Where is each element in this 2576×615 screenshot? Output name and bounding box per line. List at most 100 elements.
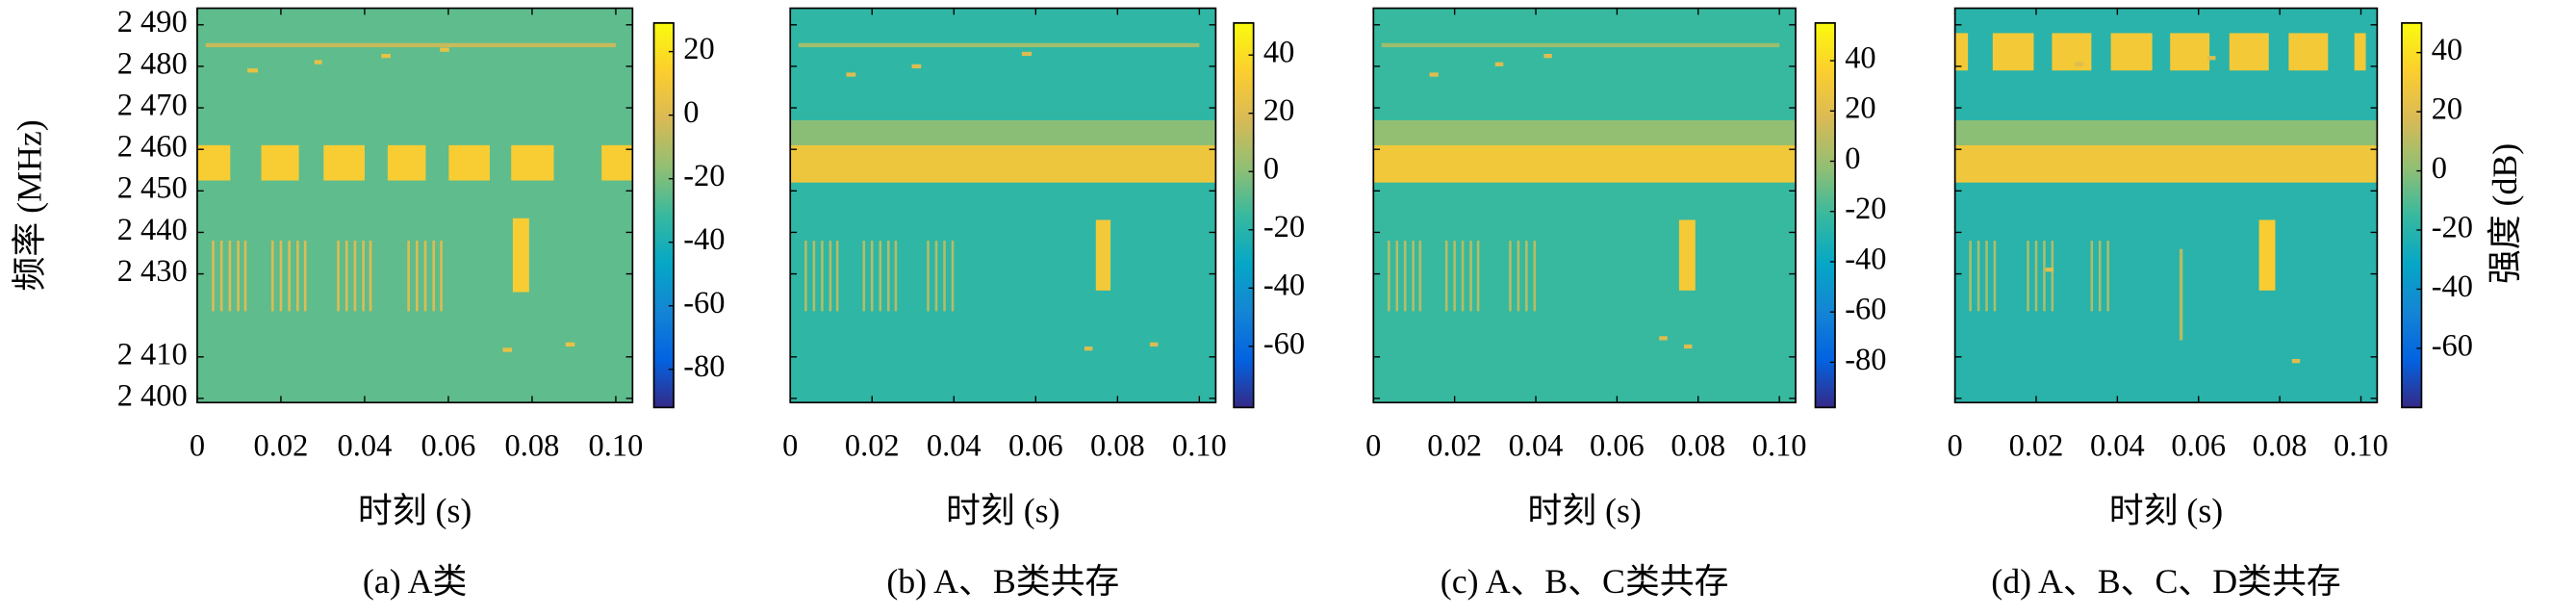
signal (829, 241, 832, 312)
plot-area (790, 8, 1216, 403)
x-tick-label: 0.10 (1752, 428, 1807, 463)
x-tick-label: 0.02 (845, 428, 900, 463)
colorbar-frame (2401, 22, 2423, 409)
signal (212, 241, 215, 312)
plot-frame (1953, 7, 2379, 404)
signal (196, 144, 231, 181)
plot-frame (1372, 7, 1797, 404)
signal (423, 241, 427, 312)
signal (1678, 219, 1696, 291)
signal (432, 241, 436, 312)
signal (261, 144, 299, 181)
x-tick-label: 0 (190, 428, 205, 463)
colorbar-tick-label: 20 (2432, 92, 2462, 127)
y-tick-label: 2 470 (117, 88, 188, 122)
signal (2075, 62, 2083, 66)
signal (2207, 56, 2216, 61)
signal (886, 241, 890, 312)
x-axis-label: 时刻 (s) (946, 492, 1059, 530)
x-tick-label: 0.06 (1008, 428, 1063, 463)
colorbar-tick-label: 40 (2432, 33, 2462, 67)
signal (879, 241, 882, 312)
colorbar-tick-label: 40 (1845, 41, 1875, 76)
colorbar-tick-label: 0 (683, 95, 699, 130)
colorbar (2401, 22, 2422, 408)
signal (1373, 144, 1797, 183)
x-tick-label: 0.06 (1590, 428, 1645, 463)
signal (790, 119, 1216, 145)
signal (1444, 241, 1448, 312)
signal (502, 347, 513, 352)
y-axis-label: 频率 (MHz) (10, 119, 48, 291)
colorbar-label: 强度 (dB) (2486, 143, 2524, 284)
signal (1084, 346, 1093, 351)
colorbar-tick-label: 20 (1263, 93, 1294, 128)
colorbar (653, 22, 675, 408)
signal (2354, 33, 2366, 71)
signal (821, 241, 824, 312)
colorbar-tick-label: 20 (1845, 91, 1875, 126)
colorbar-tick-label: 40 (1263, 36, 1294, 70)
x-tick-label: 0.02 (2009, 428, 2064, 463)
signal (894, 241, 898, 312)
signal (1395, 241, 1399, 312)
colorbar-tick-label: -20 (2432, 210, 2473, 244)
signal (448, 144, 490, 181)
colorbar-tick-label: -40 (2432, 269, 2473, 304)
signal (790, 144, 1216, 183)
plot-area (1373, 8, 1797, 403)
x-tick-label: 0.02 (254, 428, 309, 463)
signal (440, 241, 443, 312)
signal (1476, 241, 1480, 312)
y-tick-label: 2 450 (117, 171, 188, 206)
signal (2090, 241, 2094, 312)
signal (512, 218, 529, 293)
signal (243, 241, 247, 312)
x-tick-label: 0.06 (421, 428, 476, 463)
signal (247, 68, 259, 73)
signal (951, 241, 955, 312)
signal (387, 144, 426, 181)
x-tick-label: 0.10 (1172, 428, 1227, 463)
signal (369, 241, 372, 312)
colorbar-frame (652, 22, 675, 409)
signal (1412, 241, 1415, 312)
x-tick-label: 0.08 (1671, 428, 1725, 463)
x-axis-label: 时刻 (s) (2109, 492, 2223, 530)
signal (323, 144, 365, 181)
signal (1543, 53, 1552, 59)
signal (835, 241, 839, 312)
y-tick-label: 2 440 (117, 213, 188, 247)
signal (1517, 241, 1520, 312)
y-tick-label: 2 400 (117, 378, 188, 413)
colorbar-tick-label: -40 (683, 222, 725, 257)
caption: (c) A、B、C类共存 (1441, 562, 1729, 601)
x-tick-label: 0.06 (2171, 428, 2226, 463)
signal (1977, 241, 1980, 312)
signal (812, 241, 816, 312)
signal (1469, 241, 1472, 312)
colorbar-frame (1233, 22, 1255, 409)
colorbar-tick-label: -20 (1845, 192, 1886, 226)
signal (2045, 268, 2054, 272)
signal (1954, 119, 2378, 145)
signal (314, 60, 322, 64)
background (1954, 8, 2378, 403)
signal (846, 72, 856, 77)
signal (1021, 51, 1033, 57)
colorbar-tick-label: -60 (1263, 326, 1305, 361)
y-tick-label: 2 410 (117, 337, 188, 372)
signal (1684, 344, 1693, 349)
signal (219, 241, 223, 312)
colorbar-tick-label: 0 (1263, 152, 1279, 187)
colorbar-tick-label: -60 (2432, 328, 2473, 363)
signal (1461, 241, 1465, 312)
signal (2027, 241, 2029, 312)
signal (927, 241, 930, 312)
signal (565, 342, 575, 347)
signal (1969, 241, 1972, 312)
colorbar-frame (1814, 22, 1836, 409)
signal (344, 241, 348, 312)
plot-frame (789, 7, 1217, 404)
